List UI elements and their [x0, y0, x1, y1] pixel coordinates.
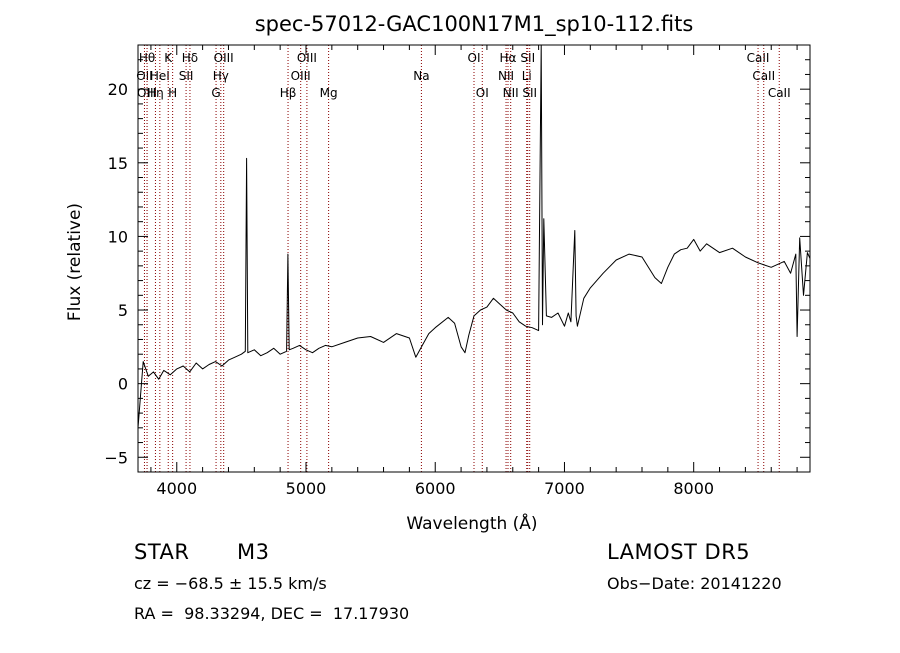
y-tick-label: 0 [118, 375, 128, 394]
plot-frame [137, 44, 811, 473]
line-marker-label: SII [179, 69, 194, 83]
line-marker-label: Mg [320, 86, 338, 100]
y-axis-label: Flux (relative) [65, 203, 85, 321]
x-axis-label: Wavelength (Å) [406, 512, 537, 534]
line-marker-label: CaII [752, 69, 775, 83]
object-class: STAR [134, 540, 190, 564]
frame-layer [137, 44, 811, 473]
x-tick-label: 5000 [286, 479, 327, 498]
line-marker-label: OIII [214, 51, 234, 65]
line-marker-label: NII [498, 69, 514, 83]
y-tick-label: 10 [108, 227, 128, 246]
line-marker-label: Hδ [182, 51, 198, 65]
line-marker-label: CaII [768, 86, 791, 100]
spectrum-line [137, 44, 811, 428]
series-layer [137, 44, 811, 428]
line-marker-label: Na [413, 69, 429, 83]
y-tick-label: 15 [108, 154, 128, 173]
line-marker-label: CaII [747, 51, 770, 65]
chart-title: spec-57012-GAC100N17M1_sp10-112.fits [255, 12, 694, 37]
line-marker-label: H [168, 86, 177, 100]
line-marker-label: Hγ [213, 69, 229, 83]
survey-name: LAMOST DR5 [607, 540, 751, 564]
object-subclass: M3 [237, 540, 270, 564]
line-markers: OIIHθOIIIHηHeIKHSIIHδGHγOIIIHβOIIIOIIIMg… [136, 45, 791, 472]
line-marker-label: Hβ [280, 86, 297, 100]
line-marker-label: Hα [500, 51, 517, 65]
line-marker-label: HeI [150, 69, 170, 83]
line-marker-label: Li [522, 69, 532, 83]
line-marker-label: Hη [147, 86, 164, 100]
line-marker-label: SII [520, 51, 535, 65]
line-marker-label: G [211, 86, 220, 100]
line-marker-label: OIII [297, 51, 317, 65]
x-tick-label: 4000 [156, 479, 197, 498]
line-marker-label: SII [522, 86, 537, 100]
ticks-layer: 4000 5000 6000 7000 8000 −5 0 5 10 15 20 [104, 44, 810, 498]
x-tick-label: 6000 [415, 479, 456, 498]
y-tick-label: −5 [104, 448, 128, 467]
obs-date: Obs−Date: 20141220 [607, 574, 782, 593]
x-tick-label: 7000 [544, 479, 585, 498]
line-marker-label: NII [503, 86, 519, 100]
coordinates: RA = 98.33294, DEC = 17.17930 [134, 604, 410, 623]
line-marker-label: K [164, 51, 173, 65]
line-marker-label: OI [476, 86, 489, 100]
y-tick-label: 20 [108, 80, 128, 99]
line-marker-label: OIII [291, 69, 311, 83]
redshift-text: cz = −68.5 ± 15.5 km/s [134, 574, 327, 593]
line-marker-label: OI [468, 51, 481, 65]
x-tick-label: 8000 [673, 479, 714, 498]
line-marker-label: OII [136, 69, 153, 83]
y-tick-label: 5 [118, 301, 128, 320]
